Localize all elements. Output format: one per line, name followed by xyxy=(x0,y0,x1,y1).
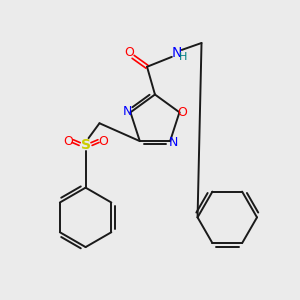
Text: O: O xyxy=(124,46,134,59)
Text: S: S xyxy=(81,138,91,152)
Text: N: N xyxy=(172,46,182,60)
Text: N: N xyxy=(168,136,178,148)
Text: O: O xyxy=(178,106,188,119)
Text: H: H xyxy=(178,52,187,62)
Text: O: O xyxy=(63,135,73,148)
Text: O: O xyxy=(98,135,108,148)
Text: N: N xyxy=(123,105,132,118)
